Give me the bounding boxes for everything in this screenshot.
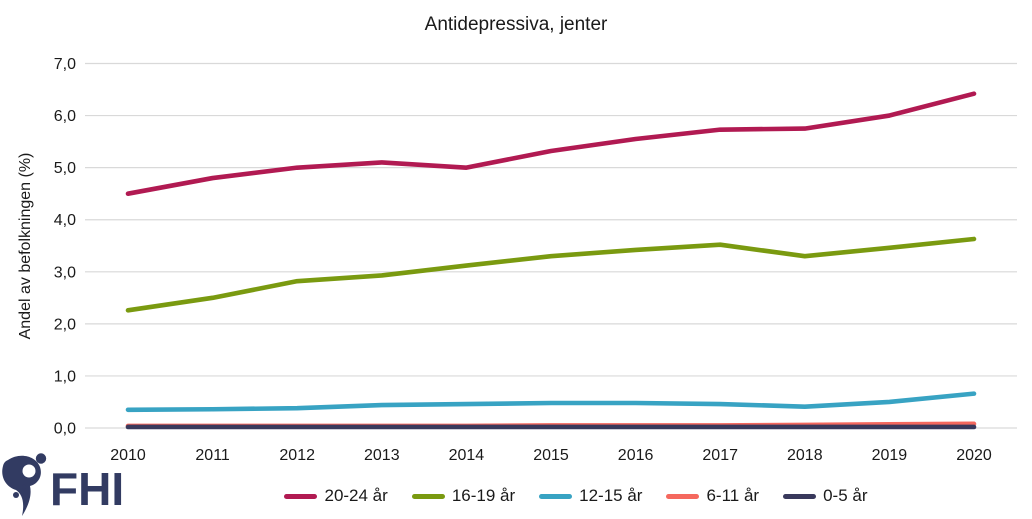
y-tick-label: 7,0 [54, 56, 76, 73]
x-tick-label: 2014 [449, 447, 485, 464]
legend-swatch [666, 493, 700, 499]
fhi-logo-icon [2, 453, 47, 516]
y-tick-label: 3,0 [54, 264, 76, 281]
legend-item-6-11-år[interactable]: 6-11 år [666, 486, 759, 506]
legend-item-16-19-år[interactable]: 16-19 år [411, 486, 516, 506]
legend-label: 6-11 år [706, 486, 760, 505]
legend-swatch [783, 493, 817, 499]
legend-swatch [539, 493, 573, 499]
x-tick-label: 2011 [195, 447, 230, 464]
series-line-12-15-år [125, 391, 977, 413]
y-tick-label: 2,0 [54, 316, 76, 333]
x-tick-label: 2017 [702, 447, 738, 464]
legend-label: 20-24 år [324, 486, 388, 505]
x-tick-label: 2016 [618, 447, 654, 464]
x-tick-label: 2018 [787, 447, 823, 464]
legend-label: 0-5 år [823, 486, 868, 505]
legend-label: 12-15 år [579, 486, 643, 505]
y-tick-label: 5,0 [54, 160, 76, 177]
chart-legend: 20-24 år 16-19 år 12-15 år 6-11 år 0-5 år [120, 486, 1032, 506]
legend-item-12-15-år[interactable]: 12-15 år [539, 486, 642, 506]
legend-label: 16-19 år [451, 486, 516, 505]
legend-item-20-24-år[interactable]: 20-24 år [284, 486, 388, 506]
x-tick-label: 2015 [533, 447, 569, 464]
y-tick-label: 6,0 [54, 108, 76, 125]
legend-swatch [411, 493, 445, 499]
x-tick-label: 2020 [956, 447, 992, 464]
y-tick-label: 1,0 [54, 368, 76, 385]
y-tick-label: 0,0 [54, 421, 76, 438]
series-line-20-24-år [125, 91, 977, 196]
x-tick-label: 2019 [872, 447, 908, 464]
y-tick-label: 4,0 [54, 212, 76, 229]
x-tick-label: 2013 [364, 447, 400, 464]
x-tick-label: 2010 [110, 447, 146, 464]
y-axis-title: Andel av befolkningen (%) [17, 153, 34, 340]
fhi-logo: FHI [0, 452, 124, 519]
fhi-logo-text: FHI [50, 463, 124, 515]
chart-title: Antidepressiva, jenter [424, 14, 608, 35]
legend-swatch [284, 493, 318, 499]
series-line-16-19-år [125, 236, 977, 313]
legend-item-0-5-år[interactable]: 0-5 år [783, 486, 868, 506]
x-tick-label: 2012 [279, 447, 315, 464]
